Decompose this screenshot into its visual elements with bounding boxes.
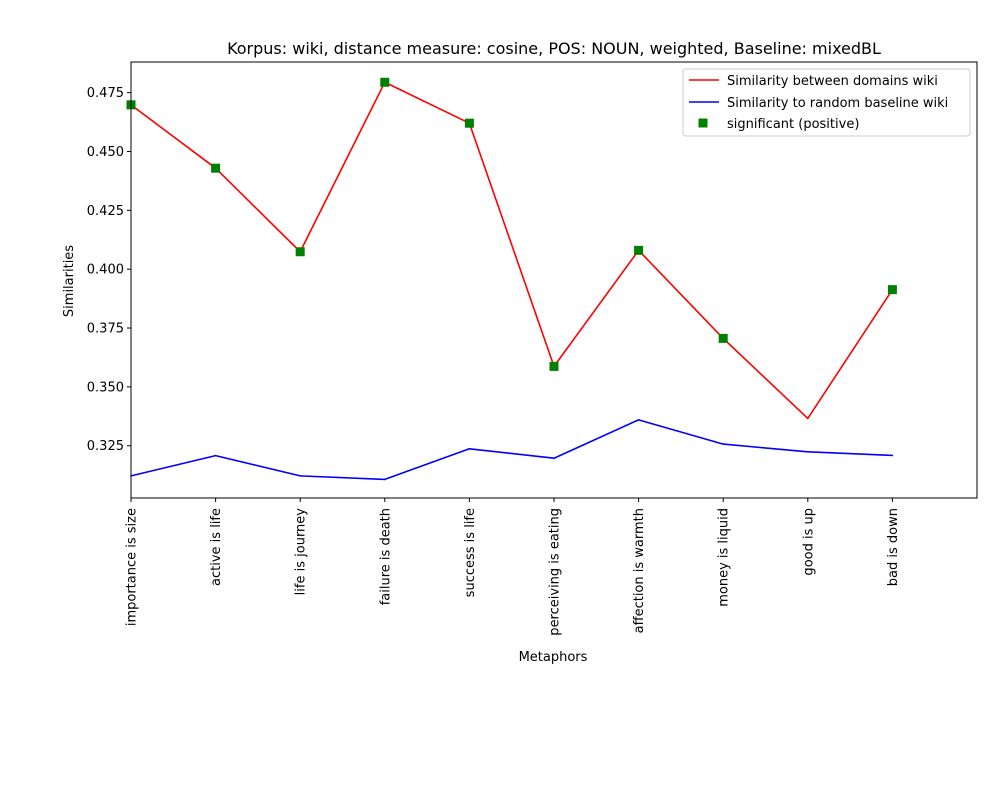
legend-frame [682,68,971,137]
x-tick-label-perceiving-is-eating: perceiving is eating [548,508,563,636]
y-axis: 0.325 0.350 0.375 0.400 0.425 0.450 0.475 [87,86,131,454]
marker-significant-positive-affection-is-warmth [634,245,644,255]
y-tick-label: 0.450 [87,145,124,160]
marker-significant-positive-bad-is-down [887,285,897,295]
x-tick-label-life-is-journey: life is journey [294,508,309,596]
marker-significant-positive-money-is-liquid [718,333,728,343]
x-tick-label-success-is-life: success is life [463,508,478,597]
series-segment-similarity-between-domains-wiki [637,249,725,340]
x-tick-label-money-is-liquid: money is liquid [717,508,732,607]
legend-label-random-baseline: Similarity to random baseline wiki [727,96,948,111]
legend-label-between-domains: Similarity between domains wiki [727,74,938,89]
y-tick-label: 0.350 [87,380,124,395]
x-axis-label: Metaphors [519,650,588,665]
x-tick-label-failure-is-death: failure is death [378,508,393,605]
series-segment-similarity-to-random-baseline-wiki [468,447,555,460]
x-tick-label-good-is-up: good is up [801,508,816,576]
series-segment-similarity-between-domains-wiki [299,81,386,253]
x-tick-label-importance-is-size: importance is size [125,508,140,626]
series-segment-similarity-to-random-baseline-wiki [806,451,894,457]
series-segment-similarity-to-random-baseline-wiki [383,447,471,481]
series-segment-similarity-to-random-baseline-wiki [553,419,640,460]
series-segment-similarity-to-random-baseline-wiki [214,454,302,477]
y-tick-label: 0.375 [87,322,124,337]
marker-significant-positive-success-is-life [464,118,474,128]
x-tick-label-bad-is-down: bad is down [886,508,901,586]
series-layer [126,77,897,481]
y-tick-label: 0.325 [87,439,124,454]
series-segment-similarity-between-domains-wiki [468,122,555,368]
marker-significant-positive-life-is-journey [295,247,305,257]
x-tick-label-active-is-life: active is life [209,508,224,586]
marker-significant-positive-active-is-life [211,163,221,173]
y-tick-label: 0.400 [87,263,124,278]
series-segment-similarity-between-domains-wiki [806,288,894,420]
marker-significant-positive-failure-is-death [380,77,390,87]
series-segment-similarity-between-domains-wiki [214,167,302,253]
series-segment-similarity-to-random-baseline-wiki [637,419,725,445]
series-segment-similarity-to-random-baseline-wiki [299,475,386,481]
x-axis: importance is size active is life life is … [125,498,901,636]
chart-title: Korpus: wiki, distance measure: cosine, … [227,39,881,58]
series-segment-similarity-between-domains-wiki [722,337,809,420]
series-segment-similarity-between-domains-wiki [383,81,471,125]
legend-swatch-significant [698,118,708,128]
y-tick-label: 0.425 [87,204,124,219]
y-axis-label: Similarities [62,245,77,317]
legend-label-significant: significant (positive) [727,117,859,132]
series-segment-similarity-between-domains-wiki [553,249,640,368]
series-segment-similarity-to-random-baseline-wiki [722,443,809,453]
legend: Similarity between domains wiki Similari… [682,68,971,137]
series-segment-similarity-to-random-baseline-wiki [130,454,217,477]
series-segment-similarity-between-domains-wiki [130,104,217,169]
y-tick-label: 0.475 [87,86,124,101]
x-tick-label-affection-is-warmth: affection is warmth [632,508,647,633]
marker-significant-positive-perceiving-is-eating [549,361,559,371]
